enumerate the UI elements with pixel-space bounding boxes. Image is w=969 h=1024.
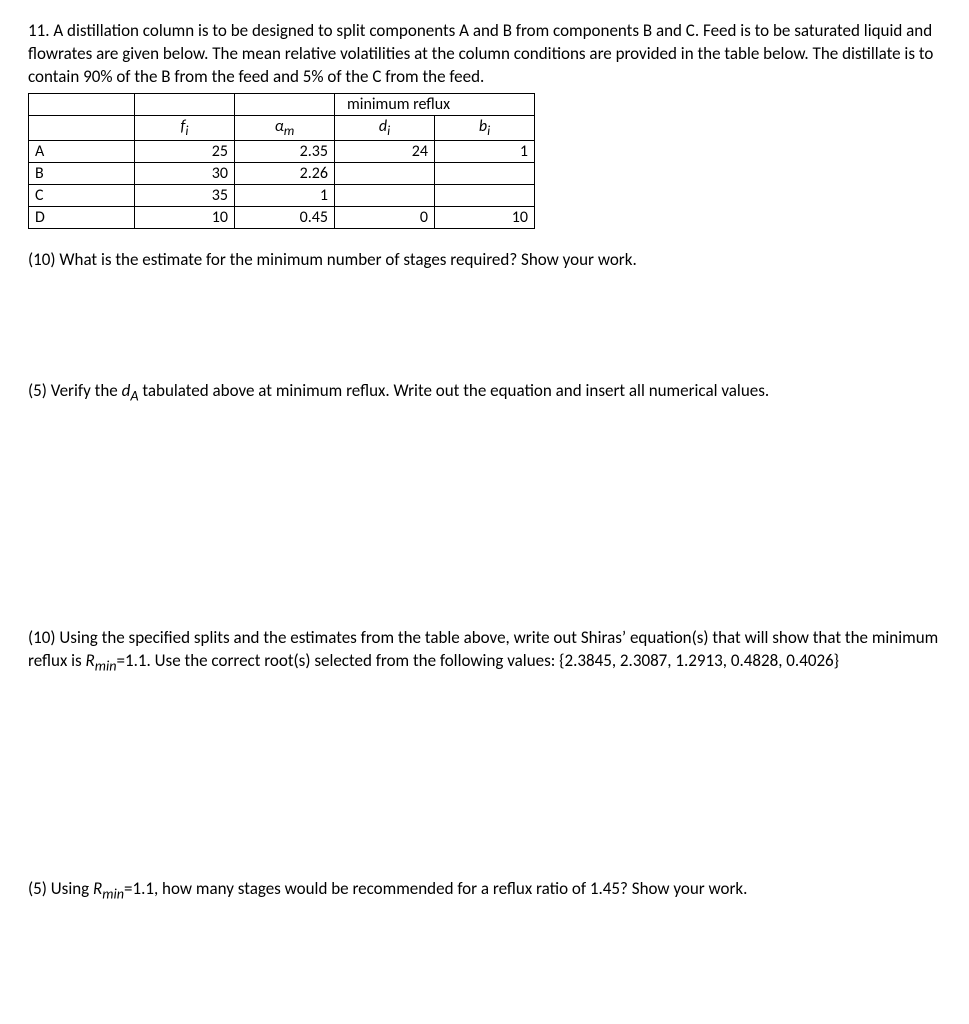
col-header-bi: bi bbox=[435, 115, 535, 140]
col-header-di: di bbox=[335, 115, 435, 140]
question-1-text: (10) What is the estimate for the minimu… bbox=[28, 249, 637, 270]
question-4-post: =1.1, how many stages would be recommend… bbox=[124, 878, 747, 899]
question-4-pre: (5) Using bbox=[28, 878, 93, 899]
col-header-fi: fi bbox=[135, 115, 235, 140]
table-row: A 25 2.35 24 1 bbox=[29, 141, 535, 163]
cell-alpha: 1 bbox=[235, 185, 334, 206]
cell-f: 25 bbox=[135, 141, 234, 162]
table-row-group-header: minimum reflux bbox=[29, 93, 535, 115]
problem-statement: 11. A distillation column is to be desig… bbox=[28, 20, 941, 89]
symbol-Rmin: Rmin bbox=[93, 878, 124, 899]
row-label: A bbox=[29, 141, 134, 162]
cell-f: 35 bbox=[135, 185, 234, 206]
cell-b bbox=[435, 185, 534, 206]
min-reflux-header: minimum reflux bbox=[335, 93, 535, 115]
row-label: B bbox=[29, 163, 134, 184]
work-space bbox=[28, 409, 941, 619]
cell-f: 30 bbox=[135, 163, 234, 184]
table-row-col-headers: fi αm di bi bbox=[29, 115, 535, 140]
cell-d bbox=[335, 163, 434, 184]
question-3-mid: =1.1. Use the correct root(s) selected f… bbox=[117, 650, 840, 671]
work-space bbox=[28, 680, 941, 870]
cell-alpha: 0.45 bbox=[235, 207, 334, 228]
table-row: D 10 0.45 0 10 bbox=[29, 207, 535, 229]
question-3: (10) Using the specified splits and the … bbox=[28, 627, 941, 675]
question-1: (10) What is the estimate for the minimu… bbox=[28, 249, 941, 272]
problem-statement-text: 11. A distillation column is to be desig… bbox=[28, 20, 933, 87]
table-row: B 30 2.26 bbox=[29, 163, 535, 185]
cell-b: 10 bbox=[435, 207, 534, 228]
row-label: D bbox=[29, 207, 134, 228]
symbol-dA: dA bbox=[122, 380, 139, 401]
cell-alpha: 2.26 bbox=[235, 163, 334, 184]
row-label: C bbox=[29, 185, 134, 206]
table-row: C 35 1 bbox=[29, 185, 535, 207]
cell-b bbox=[435, 163, 534, 184]
question-2: (5) Verify the dA tabulated above at min… bbox=[28, 380, 941, 406]
question-2-post: tabulated above at minimum reflux. Write… bbox=[139, 380, 770, 401]
question-2-pre: (5) Verify the bbox=[28, 380, 122, 401]
cell-d bbox=[335, 185, 434, 206]
cell-d: 24 bbox=[335, 141, 434, 162]
work-space bbox=[28, 276, 941, 372]
cell-d: 0 bbox=[335, 207, 434, 228]
cell-f: 10 bbox=[135, 207, 234, 228]
col-header-alpham: αm bbox=[235, 115, 335, 140]
cell-alpha: 2.35 bbox=[235, 141, 334, 162]
symbol-Rmin: Rmin bbox=[86, 650, 117, 671]
question-4: (5) Using Rmin=1.1, how many stages woul… bbox=[28, 878, 941, 904]
cell-b: 1 bbox=[435, 141, 534, 162]
volatility-table: minimum reflux fi αm di bi A 25 2.35 24 … bbox=[28, 93, 535, 229]
